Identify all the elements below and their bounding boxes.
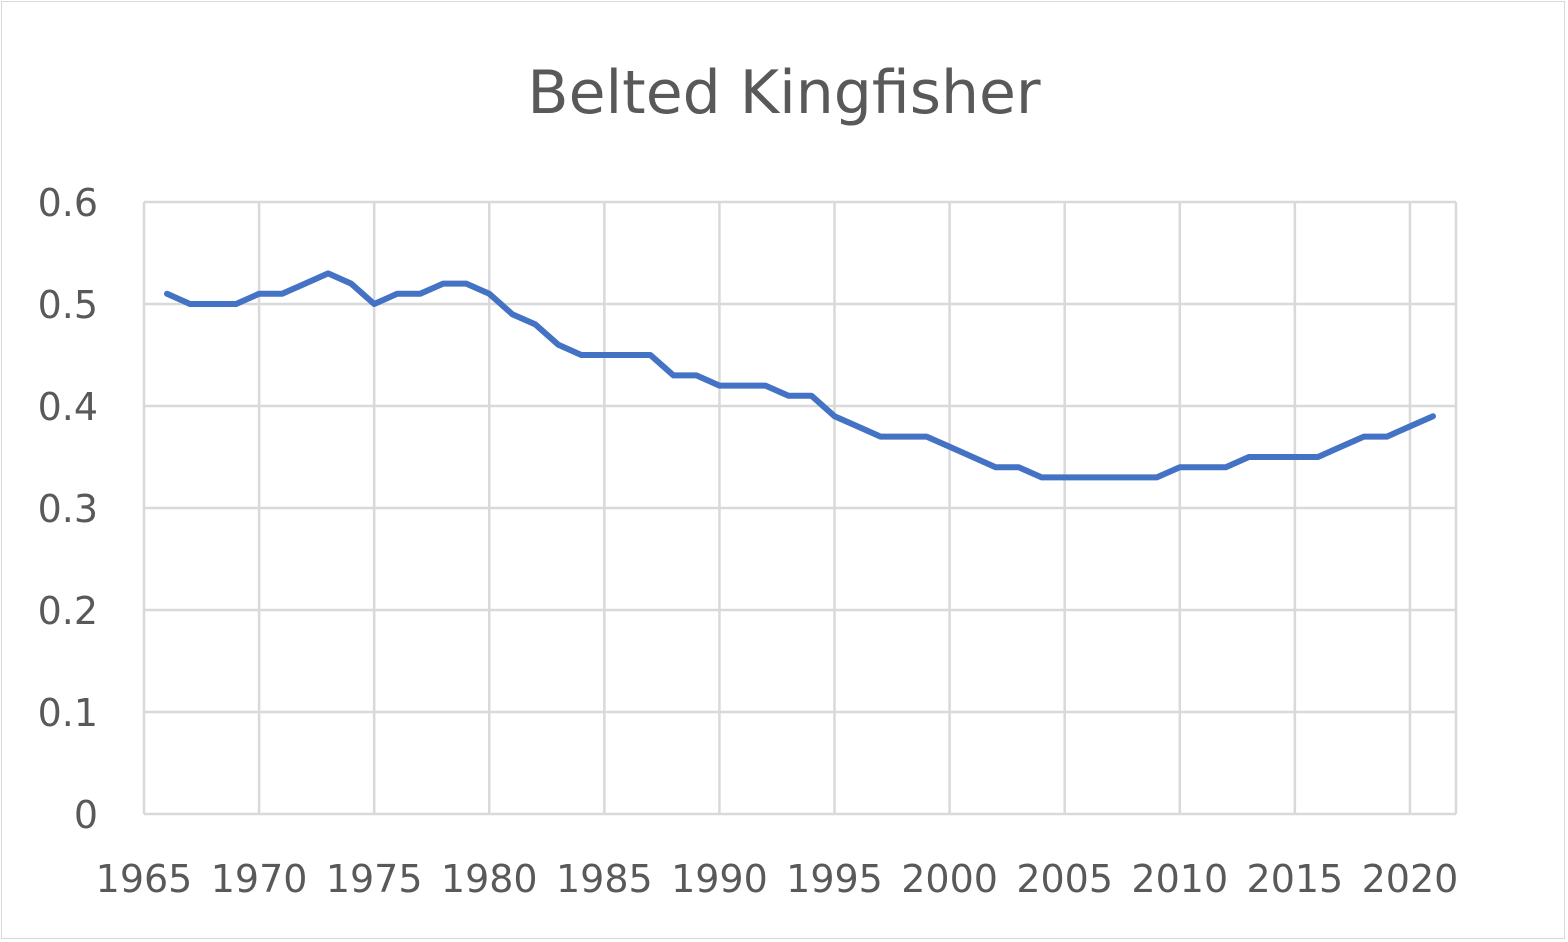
- x-tick-label: 1985: [556, 857, 653, 901]
- y-tick-label: 0.4: [38, 385, 98, 429]
- x-tick-label: 2005: [1016, 857, 1113, 901]
- y-tick-label: 0.3: [38, 487, 98, 531]
- x-tick-label: 2010: [1131, 857, 1228, 901]
- x-tick-label: 2015: [1247, 857, 1344, 901]
- x-tick-label: 1970: [211, 857, 308, 901]
- y-tick-label: 0.1: [38, 691, 98, 735]
- y-tick-label: 0: [74, 793, 98, 837]
- x-tick-label: 1980: [441, 857, 538, 901]
- x-tick-label: 1975: [326, 857, 423, 901]
- x-tick-label: 2020: [1362, 857, 1459, 901]
- x-tick-label: 2000: [901, 857, 998, 901]
- y-tick-label: 0.5: [38, 283, 98, 327]
- series-line: [164, 270, 1436, 481]
- y-tick-label: 0.6: [38, 181, 98, 225]
- y-tick-label: 0.2: [38, 589, 98, 633]
- x-tick-label: 1965: [96, 857, 193, 901]
- x-tick-label: 1995: [786, 857, 883, 901]
- x-tick-label: 1990: [671, 857, 768, 901]
- chart-title: Belted Kingfisher: [527, 58, 1040, 128]
